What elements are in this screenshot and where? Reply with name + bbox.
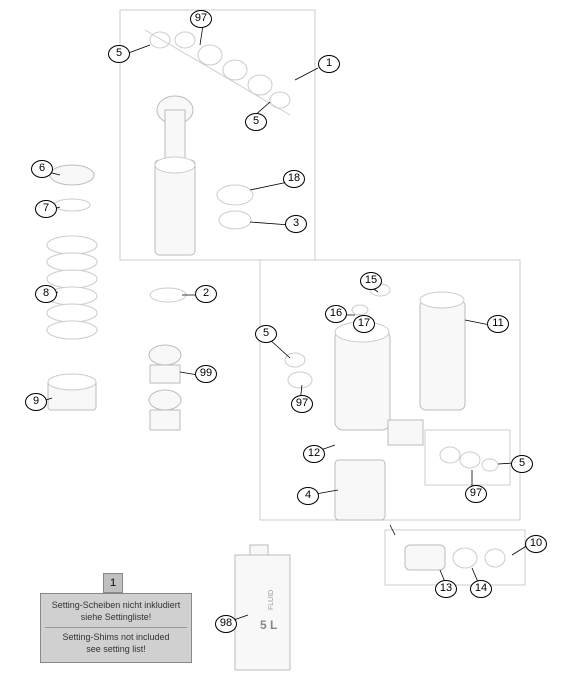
callout-10: 10 <box>525 535 547 553</box>
callout-5-a: 5 <box>108 45 130 63</box>
callout-5-d: 5 <box>511 455 533 473</box>
callout-97-c: 97 <box>465 485 487 503</box>
callout-1-a: 1 <box>318 55 340 73</box>
callout-5-b: 5 <box>245 113 267 131</box>
callout-3: 3 <box>285 215 307 233</box>
callout-8: 8 <box>35 285 57 303</box>
callout-16: 16 <box>325 305 347 323</box>
callout-18: 18 <box>283 170 305 188</box>
note-en-2: see setting list! <box>45 644 187 656</box>
callout-12: 12 <box>303 445 325 463</box>
callout-13: 13 <box>435 580 457 598</box>
callout-97-a: 97 <box>190 10 212 28</box>
fluid-brand: FLUID <box>268 590 275 610</box>
callout-14: 14 <box>470 580 492 598</box>
note-header: 1 <box>103 573 123 593</box>
note-de-1: Setting-Scheiben nicht inkludiert <box>45 600 187 612</box>
callout-4: 4 <box>297 487 319 505</box>
note-de-2: siehe Settingliste! <box>45 612 187 624</box>
callout-99: 99 <box>195 365 217 383</box>
callout-6: 6 <box>31 160 53 178</box>
callout-17: 17 <box>353 315 375 333</box>
callout-97-b: 97 <box>291 395 313 413</box>
note-en-1: Setting-Shims not included <box>45 632 187 644</box>
callout-9: 9 <box>25 393 47 411</box>
callout-5-c: 5 <box>255 325 277 343</box>
callout-98: 98 <box>215 615 237 633</box>
callout-7: 7 <box>35 200 57 218</box>
callout-2: 2 <box>195 285 217 303</box>
callout-11: 11 <box>487 315 509 333</box>
fluid-size: 5 L <box>260 618 277 632</box>
setting-note: Setting-Scheiben nicht inkludiert siehe … <box>40 593 192 663</box>
callout-15: 15 <box>360 272 382 290</box>
